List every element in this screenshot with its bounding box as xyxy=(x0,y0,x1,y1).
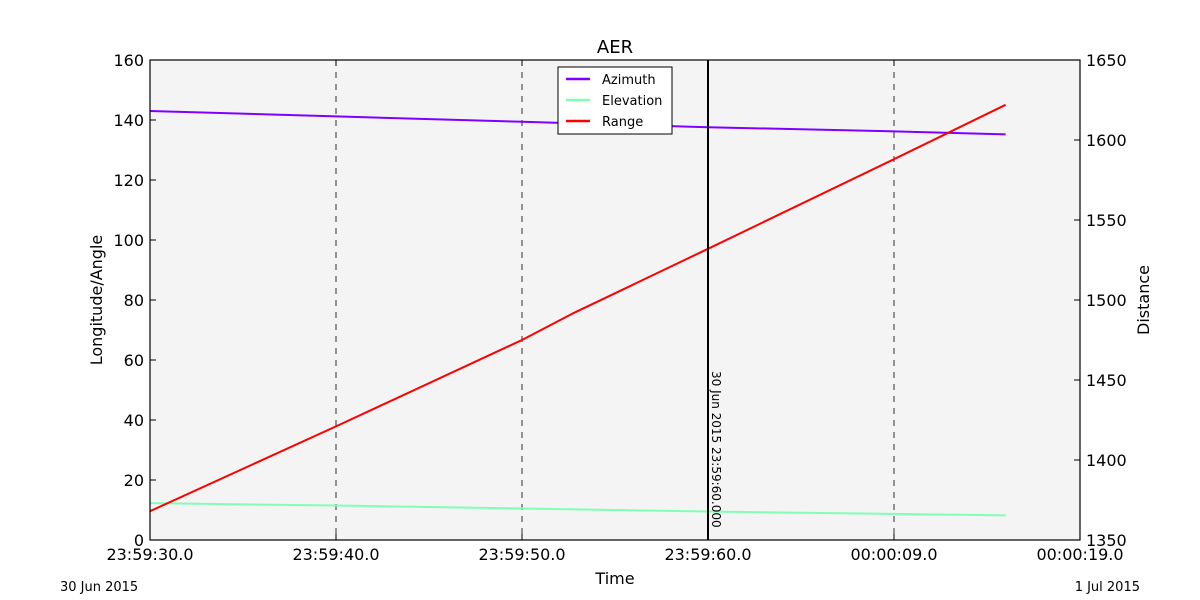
y-tick-label-left: 20 xyxy=(124,471,144,490)
y-axis-label-right: Distance xyxy=(1134,265,1153,335)
series-line-elevation xyxy=(149,502,1006,517)
x-tick-label: 23:59:60.0 xyxy=(664,545,751,564)
y-tick-label-left: 80 xyxy=(124,291,144,310)
series-line-range xyxy=(149,103,1007,513)
date-start-label: 30 Jun 2015 xyxy=(60,580,138,595)
y-tick-label-left: 60 xyxy=(124,351,144,370)
y-tick-label-right: 1500 xyxy=(1086,291,1127,310)
axis-ticks: 23:59:30.0 23:59:40.0 23:59:50.0 23:59:60.0… xyxy=(106,51,1126,564)
legend: Azimuth Elevation Range xyxy=(557,66,673,135)
y-tick-label-right: 1450 xyxy=(1086,371,1127,390)
y-tick-label-right: 1550 xyxy=(1086,211,1127,230)
y-tick-label-left: 100 xyxy=(113,231,144,250)
legend-label-range: Range xyxy=(602,115,643,130)
x-tick-label: 00:00:09.0 xyxy=(850,545,937,564)
y-tick-label-left: 160 xyxy=(113,51,144,70)
chart-title: AER xyxy=(597,37,633,58)
y-tick-label-left: 0 xyxy=(134,531,144,550)
date-end-label: 1 Jul 2015 xyxy=(1075,580,1140,595)
plot-area xyxy=(150,60,1080,540)
x-tick-label: 23:59:40.0 xyxy=(292,545,379,564)
y-tick-label-right: 1400 xyxy=(1086,451,1127,470)
x-tick-label: 23:59:30.0 xyxy=(106,545,193,564)
x-tick-label: 23:59:50.0 xyxy=(478,545,565,564)
x-tick-label: 00:00:19.0 xyxy=(1036,545,1123,564)
y-tick-label-right: 1600 xyxy=(1086,131,1127,150)
y-tick-label-left: 140 xyxy=(113,111,144,130)
y-tick-label-right: 1350 xyxy=(1086,531,1127,550)
x-axis-label: Time xyxy=(594,569,634,588)
legend-label-azimuth: Azimuth xyxy=(602,73,656,88)
y-axis-label-left: Longitude/Angle xyxy=(87,235,106,366)
y-tick-label-left: 120 xyxy=(113,171,144,190)
cursor-label: 30 Jun 2015 23:59:60.000 xyxy=(709,371,723,528)
y-tick-label-right: 1650 xyxy=(1086,51,1127,70)
grid-lines xyxy=(335,60,895,540)
legend-label-elevation: Elevation xyxy=(602,94,662,109)
y-tick-label-left: 40 xyxy=(124,411,144,430)
time-cursor: 30 Jun 2015 23:59:60.000 xyxy=(707,60,723,540)
